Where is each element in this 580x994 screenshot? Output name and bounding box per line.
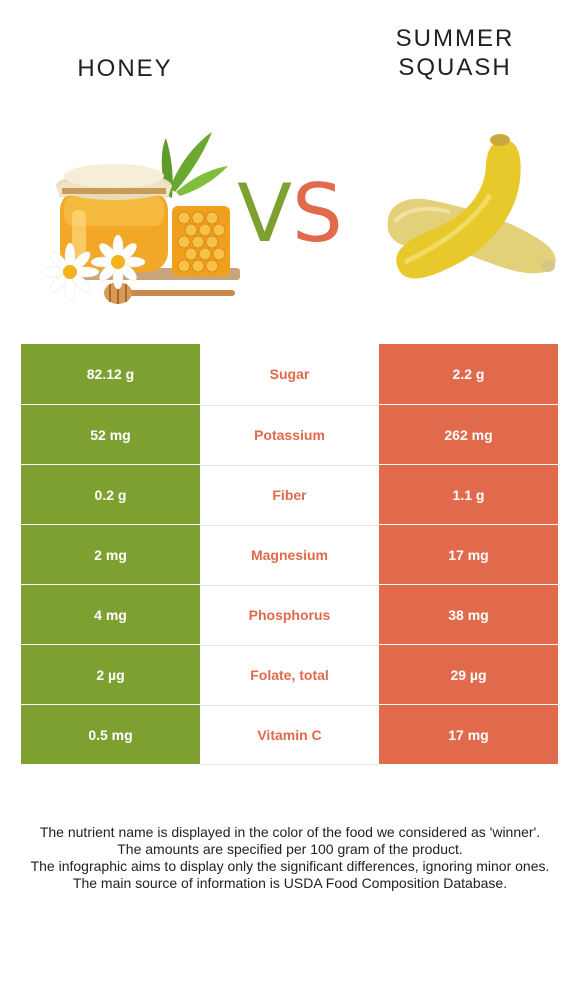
left-value: 0.2 g [21, 465, 200, 524]
nutrient-name: Folate, total [200, 645, 379, 704]
table-row: 82.12 g Sugar 2.2 g [21, 344, 558, 404]
left-value: 82.12 g [21, 344, 200, 404]
table-bottom-divider [200, 764, 379, 765]
nutrient-table: 82.12 g Sugar 2.2 g 52 mg Potassium 262 mg 0.2… [21, 344, 558, 765]
right-value: 2.2 g [379, 344, 558, 404]
vs-v: V [237, 167, 292, 260]
right-food-title-line2: SQUASH [398, 54, 512, 81]
footnote-line: The main source of information is USDA F… [72, 875, 508, 891]
vs-s: S [291, 167, 343, 260]
table-row: 2 mg Magnesium 17 mg [21, 524, 558, 584]
right-value: 1.1 g [379, 465, 558, 524]
left-value: 2 µg [21, 645, 200, 704]
honeycomb-icon [172, 206, 230, 276]
nutrient-name: Magnesium [200, 525, 379, 584]
footnotes: The nutrient name is displayed in the co… [20, 824, 560, 892]
summer-squash-image [387, 134, 556, 279]
table-row: 52 mg Potassium 262 mg [21, 404, 558, 464]
hero-illustration [40, 132, 556, 304]
nutrient-name: Fiber [200, 465, 379, 524]
left-value: 4 mg [21, 585, 200, 644]
right-value: 17 mg [379, 525, 558, 584]
nutrient-name: Potassium [200, 405, 379, 464]
left-value: 0.5 mg [21, 705, 200, 764]
honey-jar-icon [56, 164, 172, 272]
daisy-icon [40, 234, 146, 302]
left-value: 52 mg [21, 405, 200, 464]
footnote-line: The amounts are specified per 100 gram o… [117, 841, 463, 857]
footnote-line: The nutrient name is displayed in the co… [39, 824, 541, 840]
table-row: 0.2 g Fiber 1.1 g [21, 464, 558, 524]
left-food-title: HONEY [77, 55, 173, 82]
right-value: 38 mg [379, 585, 558, 644]
left-value: 2 mg [21, 525, 200, 584]
table-row: 4 mg Phosphorus 38 mg [21, 584, 558, 644]
table-row: 0.5 mg Vitamin C 17 mg [21, 704, 558, 764]
right-value: 17 mg [379, 705, 558, 764]
honey-image [40, 132, 240, 304]
table-row: 2 µg Folate, total 29 µg [21, 644, 558, 704]
right-food-title: SUMMER SQUASH [350, 24, 560, 82]
nutrient-name: Vitamin C [200, 705, 379, 764]
nutrient-name: Sugar [200, 344, 379, 404]
right-food-title-line1: SUMMER [395, 25, 515, 52]
honey-dipper-icon [104, 282, 235, 304]
right-value: 262 mg [379, 405, 558, 464]
squash-icon [387, 134, 556, 279]
right-value: 29 µg [379, 645, 558, 704]
footnote-line: The infographic aims to display only the… [30, 858, 550, 874]
vs-label: VS [225, 164, 355, 264]
leaf-icon [161, 132, 228, 198]
nutrient-name: Phosphorus [200, 585, 379, 644]
